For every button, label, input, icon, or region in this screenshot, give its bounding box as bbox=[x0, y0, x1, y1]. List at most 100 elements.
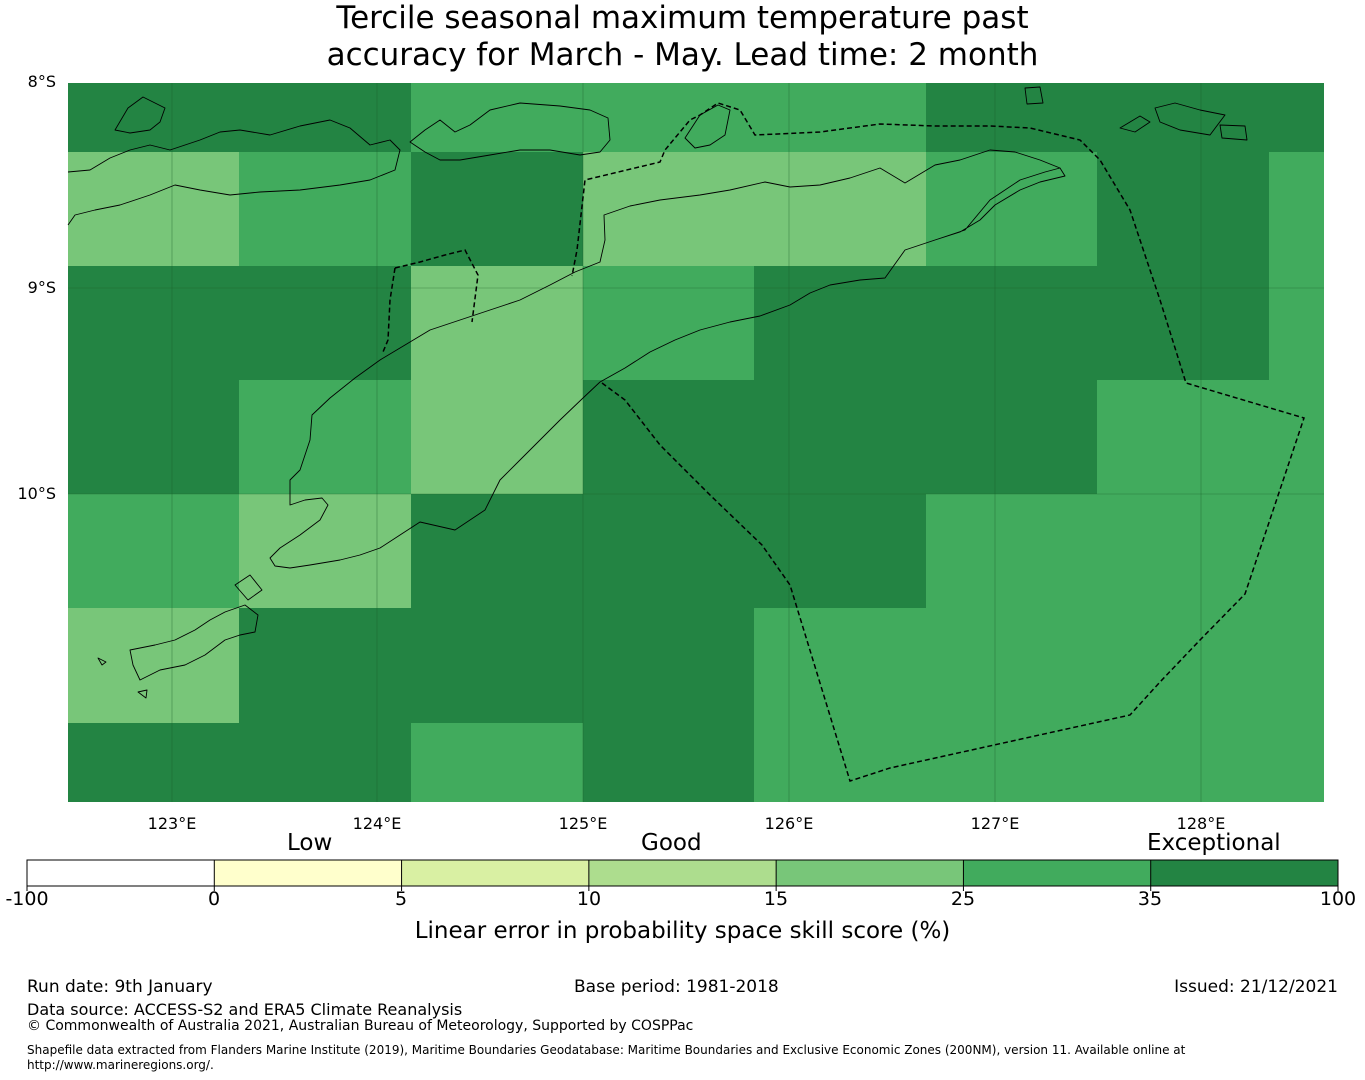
grid-cell bbox=[583, 380, 754, 494]
lat-label-10s: 10°S bbox=[17, 484, 56, 503]
grid-cell bbox=[926, 608, 1097, 723]
grid-cell bbox=[68, 608, 239, 723]
colorbar-segment bbox=[27, 860, 215, 886]
grid-cell bbox=[239, 494, 411, 608]
grid-cell bbox=[754, 152, 926, 266]
issued-date: Issued: 21/12/2021 bbox=[1174, 977, 1338, 997]
grid-cell bbox=[1269, 83, 1324, 152]
grid-cell bbox=[583, 83, 754, 152]
data-source: Data source: ACCESS-S2 and ERA5 Climate … bbox=[27, 1000, 463, 1019]
title-line-1: Tercile seasonal maximum temperature pas… bbox=[336, 0, 1029, 36]
shapefile-credit-line-2: http://www.marineregions.org/. bbox=[27, 1058, 214, 1072]
lon-label-125e: 125°E bbox=[558, 814, 608, 833]
grid-cell bbox=[68, 723, 239, 802]
semau-islet bbox=[234, 574, 263, 601]
grid-cell bbox=[1097, 494, 1269, 608]
colorbar-segment bbox=[588, 860, 777, 886]
colorbar-segment bbox=[401, 860, 590, 886]
kisar-island-coastline bbox=[684, 104, 731, 149]
colorbar-segment bbox=[214, 860, 403, 886]
small-islet-4 bbox=[1219, 124, 1248, 141]
colorbar-tick-label: 100 bbox=[1319, 888, 1357, 910]
grid-cell bbox=[1097, 152, 1269, 266]
small-islet-5 bbox=[114, 96, 166, 134]
colorbar-tick-label: 15 bbox=[763, 888, 789, 910]
grid-cell bbox=[583, 608, 754, 723]
colorbar-axis-title: Linear error in probability space skill … bbox=[414, 918, 951, 944]
grid-cell bbox=[68, 266, 239, 380]
colorbar bbox=[26, 859, 1339, 891]
grid-cell bbox=[239, 83, 411, 152]
grid-cell bbox=[1269, 152, 1324, 266]
category-label-low: Low bbox=[287, 830, 333, 856]
timor-leste-eez-boundary bbox=[571, 102, 1305, 782]
category-label-exceptional: Exceptional bbox=[1147, 830, 1281, 856]
colorbar-tick-label: 35 bbox=[1137, 888, 1163, 910]
maritime-boundaries bbox=[382, 102, 1305, 782]
colorbar-tick-label: -100 bbox=[5, 888, 49, 910]
colorbar-tick-label: 10 bbox=[576, 888, 602, 910]
grid-cell bbox=[583, 494, 754, 608]
oecusse-enclave-boundary bbox=[382, 249, 479, 353]
lon-label-127e: 127°E bbox=[970, 814, 1020, 833]
grid-cell bbox=[411, 380, 583, 494]
grid-cell bbox=[411, 723, 583, 802]
grid-cell bbox=[754, 380, 926, 494]
grid-cell bbox=[239, 266, 411, 380]
grid-cell bbox=[926, 266, 1097, 380]
grid-cell bbox=[926, 152, 1097, 266]
small-islet-6 bbox=[137, 689, 148, 699]
chart-title: Tercile seasonal maximum temperature pas… bbox=[0, 0, 1365, 74]
lon-label-126e: 126°E bbox=[764, 814, 814, 833]
grid-cell bbox=[583, 152, 754, 266]
copyright: © Commonwealth of Australia 2021, Austra… bbox=[27, 1018, 694, 1034]
grid-cell bbox=[1097, 723, 1269, 802]
grid-cell bbox=[1269, 608, 1324, 723]
grid-cell bbox=[411, 83, 583, 152]
grid-cell bbox=[68, 380, 239, 494]
grid-cell bbox=[754, 723, 926, 802]
run-date: Run date: 9th January bbox=[27, 977, 213, 997]
title-line-2: accuracy for March - May. Lead time: 2 m… bbox=[326, 37, 1039, 73]
grid-cell bbox=[1097, 83, 1269, 152]
grid-cell bbox=[1269, 494, 1324, 608]
small-islet-3 bbox=[1154, 102, 1226, 136]
grid-cell bbox=[926, 83, 1097, 152]
colorbar-tick-label: 0 bbox=[207, 888, 221, 910]
grid-cell bbox=[754, 266, 926, 380]
shapefile-credit-line-1: Shapefile data extracted from Flanders M… bbox=[27, 1043, 1186, 1057]
grid-cell bbox=[1097, 608, 1269, 723]
lat-label-8s: 8°S bbox=[27, 72, 56, 91]
lon-label-123e: 123°E bbox=[147, 814, 197, 833]
grid-cell bbox=[411, 494, 583, 608]
colorbar-segment bbox=[776, 860, 964, 886]
skill-score-grid bbox=[68, 83, 1324, 802]
colorbar-tick-label: 25 bbox=[950, 888, 976, 910]
small-islet-2 bbox=[1119, 115, 1151, 133]
base-period: Base period: 1981-2018 bbox=[574, 977, 779, 997]
grid-cell bbox=[1269, 380, 1324, 494]
small-islet-1 bbox=[1024, 86, 1044, 105]
grid-cell bbox=[754, 494, 926, 608]
grid-cell bbox=[239, 380, 411, 494]
alor-island-coastline bbox=[67, 119, 401, 226]
grid-cell bbox=[1097, 380, 1269, 494]
grid-cell bbox=[239, 608, 411, 723]
grid-cell bbox=[239, 152, 411, 266]
grid-cell bbox=[68, 494, 239, 608]
lat-label-9s: 9°S bbox=[27, 278, 56, 297]
grid-cell bbox=[926, 723, 1097, 802]
grid-cell bbox=[583, 266, 754, 380]
grid-cell bbox=[754, 608, 926, 723]
wetar-island-coastline bbox=[409, 102, 611, 161]
colorbar-segment bbox=[963, 860, 1152, 886]
grid-cell bbox=[411, 608, 583, 723]
grid-cell bbox=[239, 723, 411, 802]
grid-cell bbox=[583, 723, 754, 802]
category-label-good: Good bbox=[641, 830, 702, 856]
grid-cell bbox=[926, 494, 1097, 608]
grid-cell bbox=[926, 380, 1097, 494]
coastlines bbox=[67, 86, 1248, 699]
colorbar-tick-label: 5 bbox=[394, 888, 408, 910]
lon-label-128e: 128°E bbox=[1176, 814, 1226, 833]
